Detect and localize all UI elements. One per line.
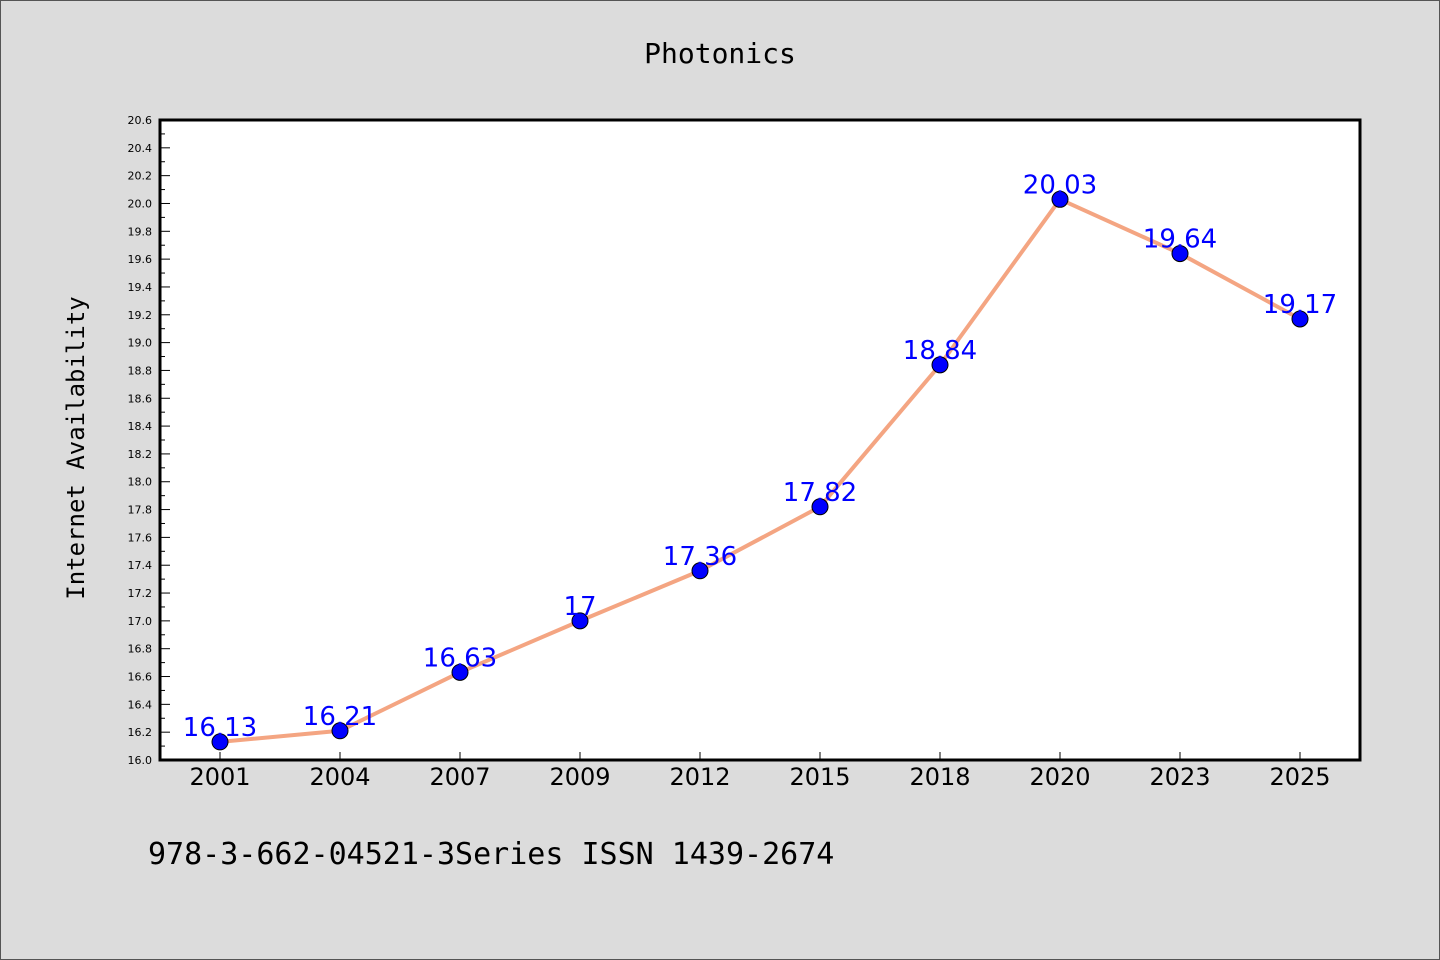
data-point-marker — [211, 733, 229, 751]
data-point-marker — [811, 498, 829, 516]
y-tick-label: 18.6 — [128, 392, 153, 405]
data-label: 16.21 — [303, 702, 377, 732]
y-tick-label: 20.6 — [128, 114, 153, 127]
plot-area — [158, 118, 1362, 762]
y-tick-label: 16.2 — [128, 726, 153, 739]
x-tick-label: 2007 — [429, 763, 490, 791]
y-tick-label: 16.0 — [128, 754, 153, 767]
x-axis: 2001 2004 2007 2009 2012 2015 2018 2020 2023 2025 — [189, 752, 1331, 791]
y-tick-label: 19.2 — [128, 309, 153, 322]
data-point-marker — [691, 562, 709, 580]
x-tick-label: 2004 — [309, 763, 370, 791]
y-axis-label: Internet Availability — [62, 296, 90, 599]
data-point-marker — [1291, 310, 1309, 328]
data-point-marker — [1051, 190, 1069, 208]
data-label: 17 — [563, 592, 596, 622]
y-tick-label: 16.4 — [128, 698, 153, 711]
data-point-marker — [571, 612, 589, 630]
y-tick-label: 17.6 — [128, 531, 153, 544]
y-tick-label: 17.8 — [128, 504, 153, 517]
series-layer — [218, 197, 1302, 744]
x-tick-label: 2015 — [789, 763, 850, 791]
data-label: 20.03 — [1023, 170, 1097, 200]
y-tick-label: 17.2 — [128, 587, 153, 600]
chart-title: Photonics — [644, 37, 796, 70]
y-tick-label: 17.4 — [128, 559, 153, 572]
x-tick-label: 2012 — [669, 763, 730, 791]
x-tick-label: 2018 — [909, 763, 970, 791]
footer-text: 978-3-662-04521-3Series ISSN 1439-2674 — [148, 837, 834, 872]
series-line — [218, 197, 1302, 744]
y-tick-label: 16.6 — [128, 671, 153, 684]
y-tick-label: 20.0 — [128, 197, 153, 210]
y-tick-label: 18.4 — [128, 420, 153, 433]
data-labels-layer: 16.13 16.21 16.63 17 17.36 17.82 18.84 20.03 19.… — [183, 170, 1337, 743]
y-tick-label: 18.8 — [128, 364, 153, 377]
x-tick-label: 2009 — [549, 763, 610, 791]
x-tick-label: 2025 — [1269, 763, 1330, 791]
y-tick-label: 19.4 — [128, 281, 153, 294]
x-tick-label: 2001 — [189, 763, 250, 791]
markers-layer — [211, 190, 1309, 751]
x-tick-label: 2020 — [1029, 763, 1090, 791]
y-tick-label: 19.8 — [128, 225, 153, 238]
data-label: 16.13 — [183, 713, 257, 743]
y-tick-label: 19.6 — [128, 253, 153, 266]
data-point-marker — [1171, 245, 1189, 263]
data-label: 17.82 — [783, 478, 857, 508]
data-point-marker — [451, 663, 469, 681]
data-point-marker — [331, 722, 349, 740]
data-label: 18.84 — [903, 336, 977, 366]
y-tick-label: 20.4 — [128, 142, 153, 155]
y-axis: 16.0 16.2 16.4 16.6 16.8 17.0 17.2 17.4 17.6 17.8… — [128, 114, 170, 767]
y-tick-label: 20.2 — [128, 170, 153, 183]
data-label: 17.36 — [663, 542, 737, 572]
y-tick-label: 19.0 — [128, 337, 153, 350]
data-label: 19.64 — [1143, 225, 1217, 255]
data-label: 16.63 — [423, 643, 497, 673]
data-point-marker — [931, 356, 949, 374]
y-tick-label: 16.8 — [128, 643, 153, 656]
y-tick-label: 17.0 — [128, 615, 153, 628]
y-tick-label: 18.2 — [128, 448, 153, 461]
y-tick-label: 18.0 — [128, 476, 153, 489]
data-label: 19.17 — [1263, 290, 1337, 320]
x-tick-label: 2023 — [1149, 763, 1210, 791]
